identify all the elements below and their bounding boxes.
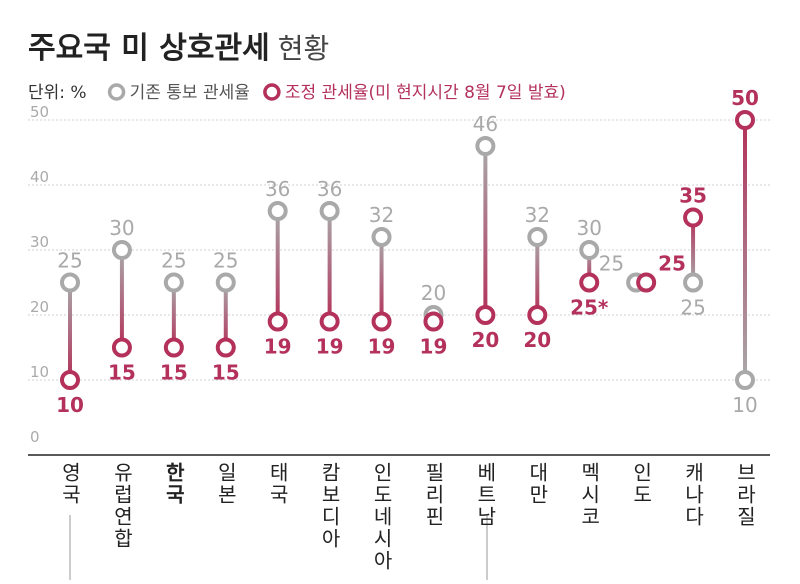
new-marker xyxy=(735,110,755,130)
x-tick-label: 멕시코 xyxy=(577,462,601,528)
y-tick-label: 30 xyxy=(30,233,49,251)
y-tick-label: 0 xyxy=(30,428,40,446)
old-marker xyxy=(683,272,704,293)
old-value-label: 25 xyxy=(680,296,705,320)
new-marker xyxy=(111,337,132,358)
old-marker xyxy=(319,201,340,221)
x-tick-label: 필리핀 xyxy=(421,462,445,528)
old-marker xyxy=(371,227,392,247)
x-tick-label: 캄보디아 xyxy=(318,462,342,550)
x-tick-label: 캐나다 xyxy=(681,462,705,528)
x-tick-label: 일본 xyxy=(214,462,238,506)
new-marker xyxy=(475,305,496,325)
new-value-label: 20 xyxy=(471,328,499,352)
legend: 기존 통보 관세율 조정 관세율(미 현지시간 8월 7일 발효) xyxy=(107,83,566,103)
legend-label: 조정 관세율(미 현지시간 8월 7일 발효) xyxy=(285,83,566,103)
x-tick-label: 영국 xyxy=(58,462,82,506)
new-marker xyxy=(319,311,340,332)
old-value-label: 25 xyxy=(57,249,82,273)
old-marker xyxy=(267,201,288,221)
new-value-label: 20 xyxy=(523,328,551,352)
x-tick-label: 대만 xyxy=(525,462,549,506)
old-value-label: 32 xyxy=(525,203,550,227)
new-marker xyxy=(527,305,548,325)
old-marker xyxy=(163,272,184,293)
x-tick-label: 유럽연합 xyxy=(110,462,134,550)
new-marker xyxy=(683,207,704,228)
x-tick-label: 태국 xyxy=(266,462,290,506)
old-value-label: 30 xyxy=(109,216,134,240)
old-value-label: 36 xyxy=(265,177,290,201)
new-value-label: 19 xyxy=(420,335,448,359)
old-marker xyxy=(60,272,80,293)
new-marker xyxy=(423,311,444,332)
new-marker xyxy=(579,272,600,293)
new-value-label: 15 xyxy=(108,361,136,385)
unit-label: 단위: % xyxy=(28,83,87,103)
legend-label: 기존 통보 관세율 xyxy=(130,83,250,103)
new-marker xyxy=(267,311,288,332)
x-tick-label: 한국 xyxy=(162,462,186,506)
old-value-label: 30 xyxy=(577,216,602,240)
old-marker xyxy=(111,240,132,260)
new-value-label: 25* xyxy=(570,296,609,320)
old-marker xyxy=(215,272,236,293)
legend-marker xyxy=(263,83,281,101)
old-value-label: 25 xyxy=(213,249,238,273)
new-marker xyxy=(636,272,657,293)
old-marker xyxy=(527,227,548,247)
x-tick-label: 인도네시아 xyxy=(370,462,394,572)
new-value-label: 15 xyxy=(212,361,240,385)
old-value-label: 32 xyxy=(369,203,394,227)
old-value-label: 36 xyxy=(317,177,342,201)
x-tick-label: 브라질 xyxy=(733,462,757,528)
chart-title-suffix: 현황 xyxy=(278,32,330,65)
new-value-label: 15 xyxy=(160,361,188,385)
new-value-label: 10 xyxy=(56,393,84,417)
y-tick-label: 10 xyxy=(30,363,49,381)
new-marker xyxy=(215,337,236,358)
old-value-label: 10 xyxy=(732,393,757,417)
new-value-label: 19 xyxy=(264,335,292,359)
x-tick-label: 인도 xyxy=(629,462,653,506)
x-tick-label: 베트남 xyxy=(473,462,497,528)
new-value-label: 19 xyxy=(316,335,344,359)
old-value-label: 20 xyxy=(421,281,446,305)
old-value-label: 25 xyxy=(161,249,186,273)
legend-marker xyxy=(107,83,126,101)
new-value-label: 50 xyxy=(731,86,759,110)
old-marker xyxy=(475,136,496,156)
chart-title: 주요국 미 상호관세 xyxy=(28,31,270,66)
old-value-label: 25 xyxy=(599,252,624,276)
y-tick-label: 40 xyxy=(30,168,49,186)
y-tick-label: 20 xyxy=(30,298,49,316)
new-value-label: 25 xyxy=(658,252,686,276)
new-value-label: 35 xyxy=(679,184,707,208)
new-marker xyxy=(163,337,184,358)
old-value-label: 46 xyxy=(473,112,498,136)
new-marker xyxy=(371,311,392,332)
new-value-label: 19 xyxy=(368,335,396,359)
old-marker xyxy=(579,240,600,260)
y-tick-label: 50 xyxy=(30,103,49,121)
new-marker xyxy=(60,370,80,390)
old-marker xyxy=(735,370,755,390)
